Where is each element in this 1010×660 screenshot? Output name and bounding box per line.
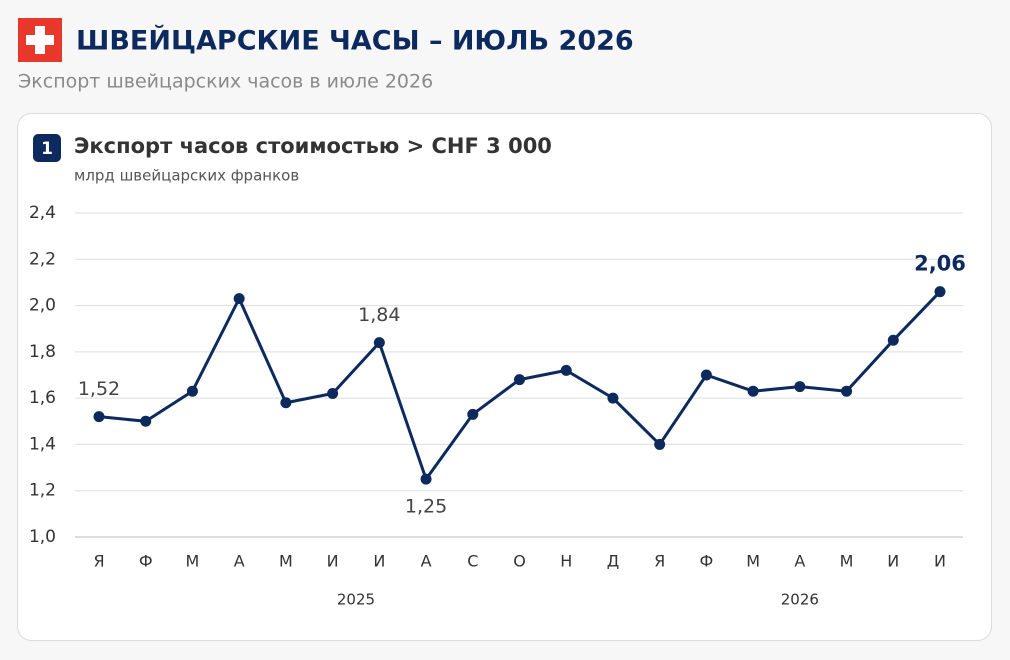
- x-tick-label: М: [840, 552, 854, 571]
- flag-cross: [26, 35, 54, 45]
- x-tick-label: Ф: [139, 552, 153, 571]
- y-tick-label: 1,2: [29, 481, 56, 501]
- page-title: ШВЕЙЦАРСКИЕ ЧАСЫ – ИЮЛЬ 2026: [76, 25, 634, 57]
- y-tick-label: 1,8: [29, 342, 56, 362]
- point: [747, 385, 759, 397]
- point: [186, 385, 198, 397]
- x-tick-label: И: [934, 552, 946, 571]
- point: [327, 388, 339, 400]
- y-tick-label: 1,0: [29, 527, 56, 547]
- x-tick-label: И: [887, 552, 899, 571]
- point: [93, 411, 105, 423]
- value-label: 1,25: [405, 496, 447, 518]
- chart-title: Экспорт часов стоимостью > CHF 3 000: [74, 134, 552, 158]
- point: [654, 438, 666, 450]
- y-tick-label: 2,0: [29, 296, 56, 316]
- point: [514, 374, 525, 386]
- point: [420, 473, 432, 485]
- x-tick-label: И: [327, 552, 339, 571]
- page-subtitle: Экспорт швейцарских часов в июле 2026: [18, 71, 433, 93]
- x-tick-label: А: [421, 552, 432, 571]
- x-tick-label: Я: [93, 552, 104, 571]
- y-tick-label: 2,2: [29, 249, 56, 269]
- x-tick-label: Д: [607, 552, 620, 571]
- x-tick-label: С: [467, 552, 478, 571]
- y-tick-label: 1,6: [29, 388, 56, 408]
- point: [607, 392, 619, 404]
- year-label: 2025: [337, 591, 375, 609]
- x-tick-label: Я: [654, 552, 665, 571]
- x-tick-label: Н: [560, 552, 572, 571]
- point: [794, 381, 806, 393]
- value-label: 1,84: [358, 304, 400, 326]
- value-label: 2,06: [914, 252, 966, 276]
- x-tick-label: Ф: [699, 552, 713, 571]
- point: [140, 415, 152, 427]
- x-tick-label: О: [513, 552, 526, 571]
- x-tick-label: А: [234, 552, 245, 571]
- chart-subtitle: млрд швейцарских франков: [74, 167, 299, 185]
- x-tick-label: А: [794, 552, 805, 571]
- point: [934, 286, 946, 298]
- point: [700, 369, 712, 381]
- point: [233, 293, 245, 305]
- y-tick-label: 1,4: [29, 434, 56, 454]
- point: [560, 364, 572, 376]
- point: [887, 334, 899, 346]
- y-tick-label: 2,4: [29, 203, 56, 223]
- x-tick-label: И: [373, 552, 385, 571]
- card: [17, 113, 992, 641]
- x-tick-label: М: [279, 552, 293, 571]
- value-label: 1,52: [78, 378, 120, 400]
- x-tick-label: М: [746, 552, 760, 571]
- x-tick-label: М: [186, 552, 200, 571]
- point: [467, 408, 479, 420]
- point: [373, 337, 385, 349]
- panel-badge: [33, 134, 61, 162]
- panel-number: 1: [41, 139, 53, 159]
- point: [280, 397, 292, 409]
- year-label: 2026: [781, 591, 819, 609]
- point: [841, 385, 853, 397]
